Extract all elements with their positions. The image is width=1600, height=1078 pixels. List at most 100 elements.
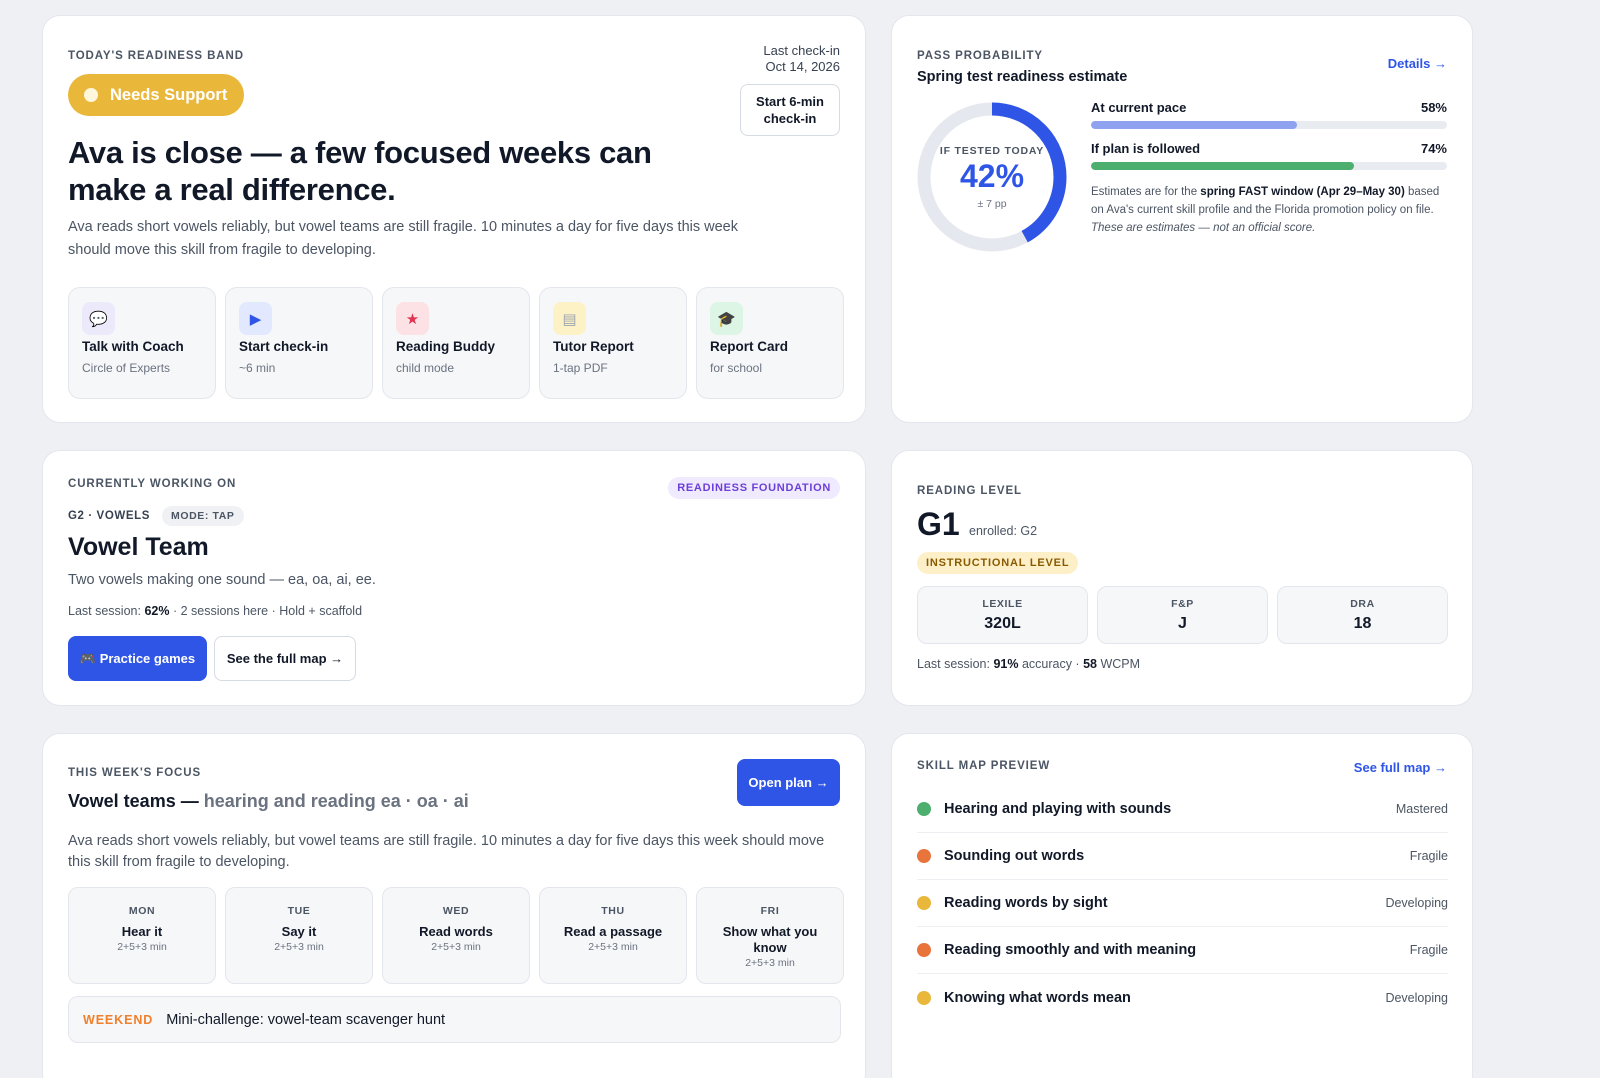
bar-track xyxy=(1091,121,1447,129)
session-suffix: · 2 sessions here · Hold + scaffold xyxy=(169,604,363,618)
wcpm-suffix: WCPM xyxy=(1096,657,1141,671)
see-full-map-link[interactable]: See full map → xyxy=(1353,760,1447,775)
pass-probability-title: Spring test readiness estimate xyxy=(917,69,1128,85)
skill-status: Developing xyxy=(1385,990,1448,1005)
week-focus-card: This week's focus Vowel teams — hearing … xyxy=(42,733,866,1078)
stat-value: 18 xyxy=(1353,615,1372,632)
last-checkin-date: Oct 14, 2026 xyxy=(765,59,840,74)
day-label: WED xyxy=(442,905,470,917)
day-label: THU xyxy=(601,905,625,917)
open-plan-button[interactable]: Open plan → xyxy=(737,759,840,806)
weekend-challenge[interactable]: WEEKEND Mini-challenge: vowel-team scave… xyxy=(68,996,841,1043)
last-checkin-label: Last check-in xyxy=(763,43,840,58)
weekend-label: WEEKEND xyxy=(83,1012,154,1027)
session-prefix: Last session: xyxy=(917,657,994,671)
pass-probability-card: Pass probability Spring test readiness e… xyxy=(891,15,1473,423)
skill-map-card: Skill map preview See full map → Hearing… xyxy=(891,733,1473,1078)
action-talk-with-coach[interactable]: 💬 Talk with Coach Circle of Experts xyxy=(68,287,216,399)
start-checkin-button[interactable]: Start 6-min check-in xyxy=(740,84,840,136)
skill-name: Hearing and playing with sounds xyxy=(944,801,1172,817)
session-score: 62% xyxy=(144,604,170,618)
probability-donut xyxy=(917,102,1067,252)
action-start-checkin[interactable]: ▶ Start check-in ~6 min xyxy=(225,287,373,399)
day-minutes: 2+5+3 min xyxy=(117,941,167,953)
stat-key: F&P xyxy=(1171,598,1194,610)
see-full-map-button[interactable]: See the full map → xyxy=(214,636,356,681)
action-subtitle: for school xyxy=(710,361,763,375)
bar-pct: 58% xyxy=(1420,100,1447,115)
day-activity: Read words xyxy=(419,924,493,939)
reading-level-card: Reading level G1 enrolled: G2 INSTRUCTIO… xyxy=(891,450,1473,706)
status-dot-icon xyxy=(917,802,931,816)
action-report-card[interactable]: 🎓 Report Card for school xyxy=(696,287,844,399)
skill-row[interactable]: Reading words by sight Developing xyxy=(917,880,1448,927)
band-dot-icon xyxy=(84,88,98,102)
skill-status: Fragile xyxy=(1409,849,1448,863)
status-dot-icon xyxy=(917,849,931,863)
day-label: TUE xyxy=(287,905,311,917)
document-icon: ▤ xyxy=(553,302,586,335)
pass-probability-eyebrow: Pass probability xyxy=(917,50,1044,62)
day-minutes: 2+5+3 min xyxy=(431,941,481,953)
day-activity: Say it xyxy=(281,924,317,939)
action-title: Report Card xyxy=(710,339,789,354)
estimate-prefix: Estimates are for the xyxy=(1091,186,1201,198)
day-plan: MON Hear it 2+5+3 min TUE Say it 2+5+3 m… xyxy=(68,887,844,984)
day-minutes: 2+5+3 min xyxy=(745,957,795,969)
donut-arc xyxy=(917,102,1067,252)
chat-bubble-icon: 💬 xyxy=(82,302,115,335)
graduation-cap-icon: 🎓 xyxy=(710,302,743,335)
week-focus-eyebrow: This week's focus xyxy=(68,767,202,779)
band-label: Needs Support xyxy=(110,85,228,104)
skill-name: Knowing what words mean xyxy=(944,989,1131,1006)
working-on-card: Currently working on READINESS FOUNDATIO… xyxy=(42,450,866,706)
action-reading-buddy[interactable]: ★ Reading Buddy child mode xyxy=(382,287,530,399)
skill-title: Vowel Team xyxy=(68,533,209,561)
day-fri[interactable]: FRI Show what you know 2+5+3 min xyxy=(696,887,844,984)
donut-label: IF TESTED TODAY xyxy=(939,145,1045,157)
skill-map-eyebrow: Skill map preview xyxy=(917,760,1051,772)
skill-row[interactable]: Sounding out words Fragile xyxy=(917,833,1448,880)
day-thu[interactable]: THU Read a passage 2+5+3 min xyxy=(539,887,687,984)
skill-row[interactable]: Reading smoothly and with meaning Fragil… xyxy=(917,927,1448,974)
day-label: MON xyxy=(128,905,156,917)
readiness-description: Ava reads short vowels reliably, but vow… xyxy=(68,219,738,258)
bar-current-pace: At current pace 58% xyxy=(1091,100,1447,129)
action-title: Reading Buddy xyxy=(396,339,496,354)
reading-level-value: G1 xyxy=(917,506,960,542)
readiness-band-pill: Needs Support xyxy=(68,74,245,116)
reading-level-eyebrow: Reading level xyxy=(917,485,1022,497)
day-label: FRI xyxy=(760,905,780,917)
session-accuracy: 91% xyxy=(993,657,1019,671)
day-wed[interactable]: WED Read words 2+5+3 min xyxy=(382,887,530,984)
bar-pct: 74% xyxy=(1420,141,1447,156)
focus-title-main: Vowel teams — xyxy=(68,791,204,811)
week-focus-title: Vowel teams — hearing and reading ea · o… xyxy=(68,791,469,812)
level-stats: LEXILE 320L F&P J DRA 18 xyxy=(917,586,1448,644)
skill-row[interactable]: Hearing and playing with sounds Mastered xyxy=(917,786,1448,833)
estimate-disclaimer: These are estimates — not an official sc… xyxy=(1091,222,1316,234)
skill-name: Sounding out words xyxy=(944,848,1085,864)
donut-margin: ± 7 pp xyxy=(977,198,1007,210)
day-minutes: 2+5+3 min xyxy=(588,941,638,953)
skill-status: Fragile xyxy=(1409,943,1448,957)
practice-games-button[interactable]: 🎮 Practice games xyxy=(68,636,207,681)
skill-row[interactable]: Knowing what words mean Developing xyxy=(917,974,1448,1021)
skill-list: Hearing and playing with sounds Mastered… xyxy=(917,786,1448,1021)
last-checkin: Last check-in Oct 14, 2026 xyxy=(763,43,840,75)
day-tue[interactable]: TUE Say it 2+5+3 min xyxy=(225,887,373,984)
stat-key: DRA xyxy=(1350,598,1375,610)
status-dot-icon xyxy=(917,943,931,957)
skill-meta: G2 · VOWELS MODE: TAP xyxy=(68,506,244,526)
day-mon[interactable]: MON Hear it 2+5+3 min xyxy=(68,887,216,984)
focus-title-sub: hearing and reading ea · oa · ai xyxy=(203,791,469,811)
stat-value: 320L xyxy=(984,615,1021,632)
day-minutes: 2+5+3 min xyxy=(274,941,324,953)
details-link[interactable]: Details → xyxy=(1387,56,1447,71)
action-title: Start check-in xyxy=(239,339,329,354)
skill-description: Two vowels making one sound — ea, oa, ai… xyxy=(68,572,376,588)
action-tutor-report[interactable]: ▤ Tutor Report 1-tap PDF xyxy=(539,287,687,399)
readiness-foundation-badge: READINESS FOUNDATION xyxy=(668,477,840,499)
stat-fp: F&P J xyxy=(1097,586,1268,644)
action-subtitle: child mode xyxy=(396,361,455,375)
